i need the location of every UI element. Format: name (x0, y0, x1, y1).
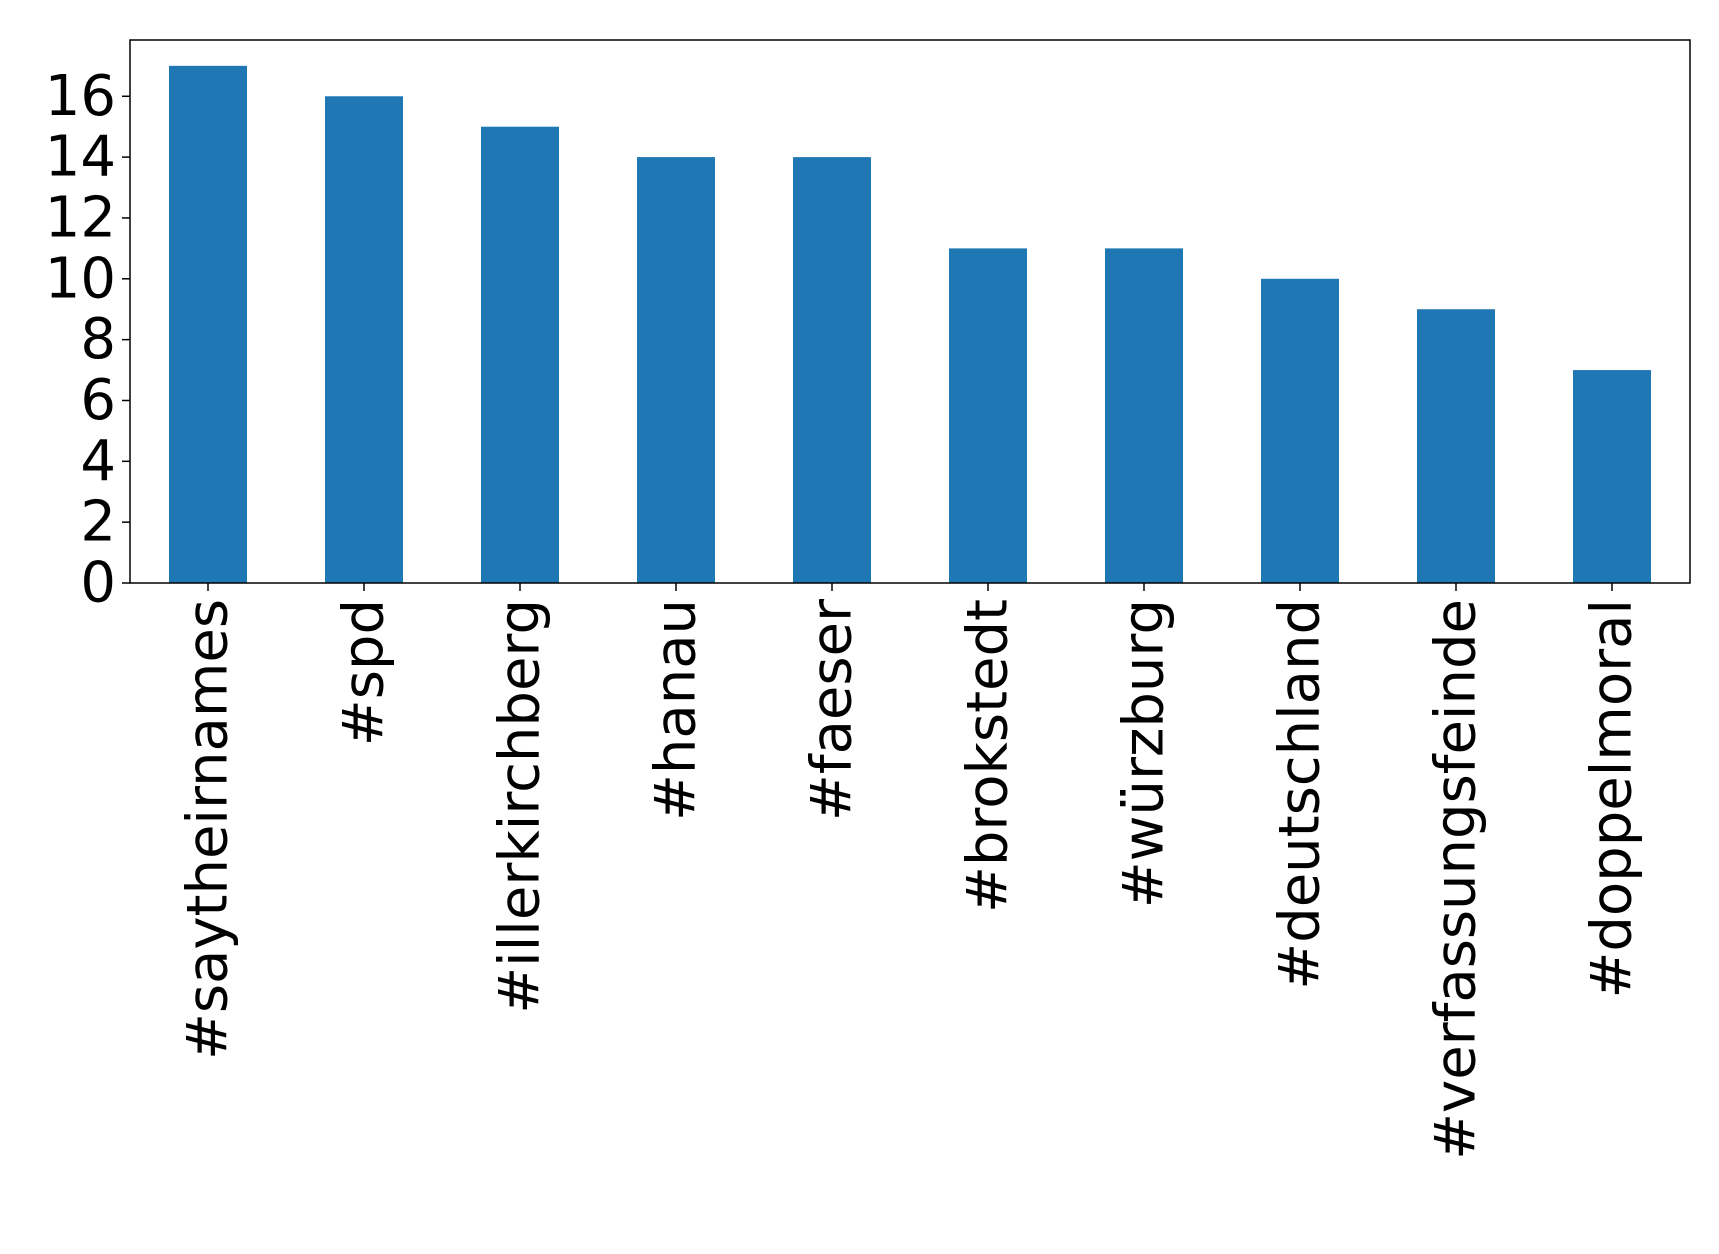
y-tick-label: 16 (45, 64, 116, 129)
x-tick-label: #saytheirnames (176, 599, 241, 1060)
x-axis: #saytheirnames #spd #illerkirchberg #hanau #… (176, 583, 1645, 1160)
plot-frame (129, 39, 1691, 584)
x-tick-label: #verfassungsfeinde (1424, 599, 1489, 1160)
bar-7 (1261, 278, 1339, 583)
x-tick-label: #würzburg (1112, 599, 1177, 908)
bar-4 (793, 157, 871, 583)
x-tick-label: #hanau (644, 599, 709, 821)
bar-0 (169, 65, 247, 584)
bar-2 (481, 126, 559, 583)
bar-6 (1105, 248, 1183, 583)
y-tick-label: 14 (45, 125, 116, 190)
y-tick-label: 12 (45, 185, 116, 250)
bars-group (169, 65, 1651, 584)
y-tick-label: 0 (80, 551, 116, 616)
bar-1 (325, 96, 403, 583)
y-tick-label: 10 (45, 246, 116, 311)
y-tick-label: 2 (80, 490, 116, 555)
x-tick-label: #brokstedt (956, 599, 1021, 913)
y-tick-label: 8 (80, 307, 116, 372)
bar-9 (1573, 370, 1651, 583)
bar-3 (637, 157, 715, 583)
y-tick-label: 6 (80, 368, 116, 433)
x-tick-label: #doppelmoral (1580, 599, 1645, 999)
x-tick-label: #deutschland (1268, 599, 1333, 990)
x-tick-label: #faeser (800, 598, 865, 821)
bar-5 (949, 248, 1027, 583)
y-tick-label: 4 (80, 429, 116, 494)
bar-8 (1417, 309, 1495, 583)
x-tick-label: #illerkirchberg (488, 599, 553, 1014)
x-tick-label: #spd (332, 599, 397, 746)
